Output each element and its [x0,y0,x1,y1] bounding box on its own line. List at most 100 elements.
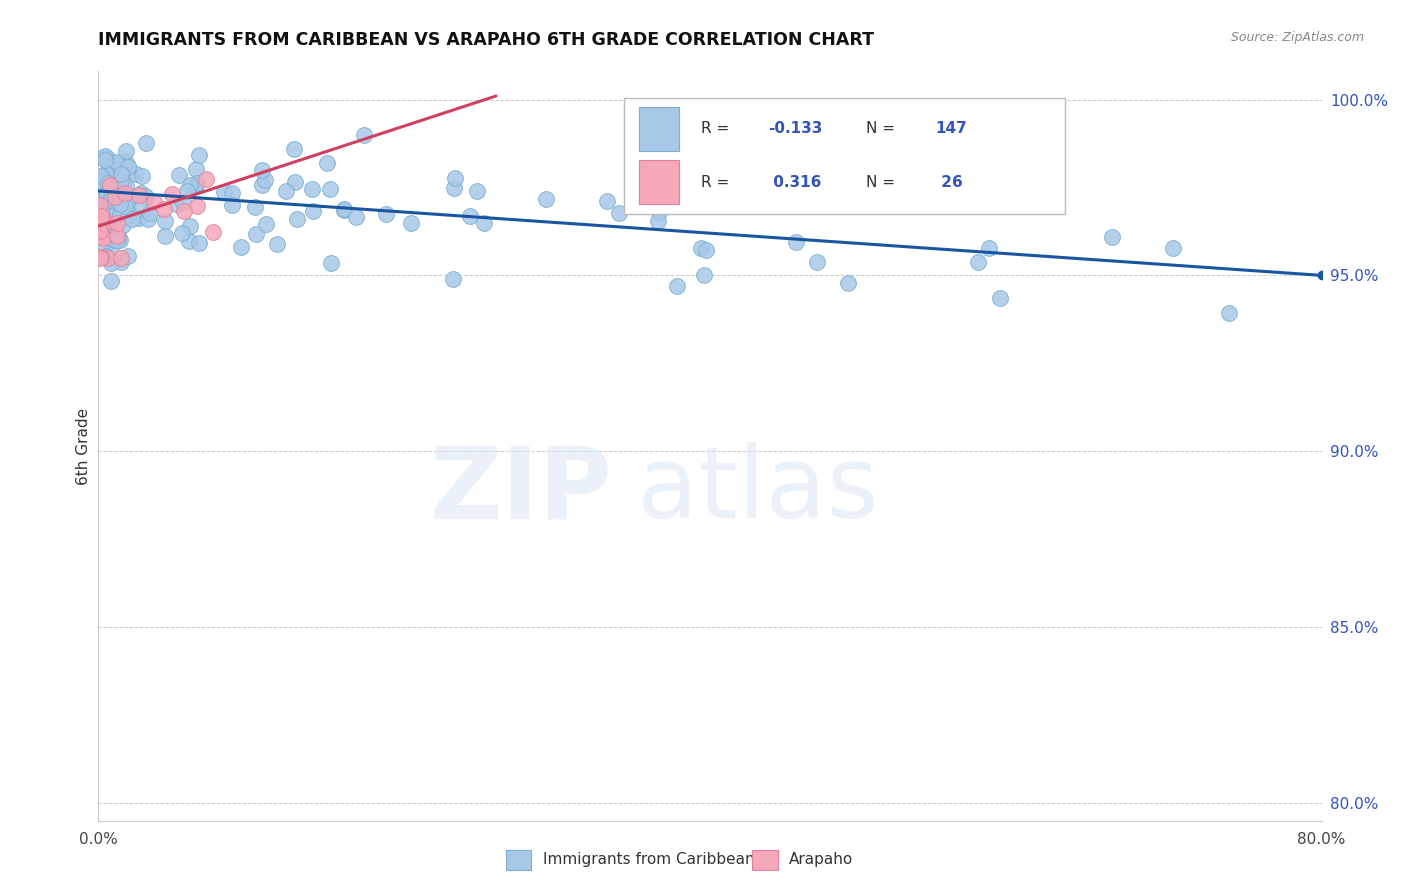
Point [118,192,141,206]
Point [536,192,558,206]
Point [110,167,132,181]
Point [90,251,112,265]
Point [285,211,308,226]
Point [108,233,131,247]
Point [186,176,208,190]
Point [100,231,122,245]
Point [98,189,121,203]
Text: 147: 147 [935,121,967,136]
Point [103,163,125,178]
Point [89,194,111,209]
Point [131,199,153,213]
Point [105,204,128,219]
Point [284,175,307,189]
Text: 26: 26 [935,175,962,190]
Text: N =: N = [866,175,900,190]
Point [94,153,117,167]
Text: 0.316: 0.316 [768,175,821,190]
Point [105,229,128,244]
Point [1101,229,1123,244]
Point [112,218,135,232]
Point [110,173,132,187]
Point [125,167,148,181]
Point [89,210,111,224]
Point [104,169,127,183]
FancyBboxPatch shape [640,107,679,151]
Point [666,278,689,293]
Point [98,178,121,192]
Point [139,206,162,220]
Point [105,155,128,169]
Point [315,156,337,170]
Point [105,234,128,248]
Point [94,167,117,181]
Point [89,197,111,211]
Point [988,291,1011,305]
Point [89,228,111,243]
Point [131,169,153,183]
Point [344,210,367,224]
Point [250,178,273,192]
Point [441,272,464,286]
FancyBboxPatch shape [640,161,679,204]
Point [785,235,807,249]
Point [274,184,297,198]
Point [152,202,174,216]
Point [94,216,117,230]
Point [96,168,118,182]
Point [165,196,187,211]
Point [254,217,277,231]
Point [194,172,217,186]
Point [301,203,323,218]
Point [283,142,305,156]
Point [134,189,156,203]
Point [107,168,129,182]
Point [94,149,117,163]
Point [114,179,136,194]
Point [173,204,195,219]
Point [108,208,131,222]
Point [91,151,114,165]
Point [93,180,115,194]
Point [176,184,198,198]
Point [607,206,630,220]
Point [333,203,356,218]
Text: N =: N = [866,121,900,136]
Point [374,207,396,221]
Point [212,185,235,199]
Point [89,217,111,231]
Point [114,153,136,168]
Point [967,255,990,269]
Point [186,199,208,213]
Point [90,225,112,239]
Point [93,182,115,196]
Point [474,216,496,230]
Point [155,228,177,243]
Point [104,175,127,189]
Point [108,183,131,197]
Point [201,225,224,239]
Point [184,162,207,177]
Point [648,205,671,219]
Point [104,189,127,203]
Point [117,197,139,211]
Point [160,187,183,202]
Point [93,175,115,189]
Point [91,211,114,226]
Point [321,256,343,270]
Point [153,214,176,228]
Point [695,244,717,258]
FancyBboxPatch shape [624,97,1064,214]
Point [90,221,112,235]
Text: ZIP: ZIP [429,442,612,540]
Text: Source: ZipAtlas.com: Source: ZipAtlas.com [1230,31,1364,45]
Point [837,276,859,290]
Point [96,152,118,166]
Point [221,198,243,212]
Point [245,227,267,242]
Point [100,159,122,173]
Point [107,231,129,245]
Point [103,219,125,234]
Text: -0.133: -0.133 [768,121,823,136]
Point [89,219,111,233]
